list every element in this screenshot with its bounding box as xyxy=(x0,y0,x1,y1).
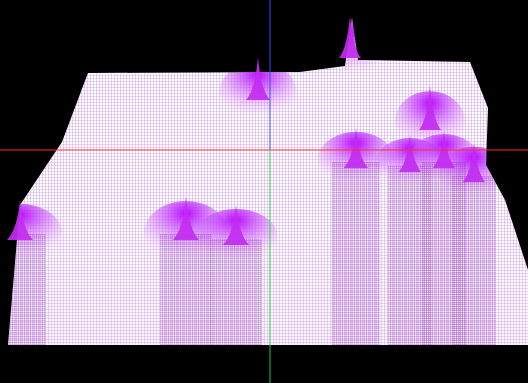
spike-peak xyxy=(7,200,33,240)
spike-peak xyxy=(223,205,249,245)
spike-peak xyxy=(463,143,485,182)
column-mesh xyxy=(160,234,212,345)
column-mesh xyxy=(452,176,496,345)
column-mesh xyxy=(210,239,262,345)
spike-peak xyxy=(173,196,199,240)
spike-peak xyxy=(419,86,441,130)
spike-peak xyxy=(344,128,368,168)
spikes xyxy=(7,16,485,245)
spike-peak xyxy=(399,135,421,172)
column-mesh xyxy=(332,162,380,345)
spike-peak xyxy=(246,57,270,100)
spike-peak xyxy=(339,16,361,58)
